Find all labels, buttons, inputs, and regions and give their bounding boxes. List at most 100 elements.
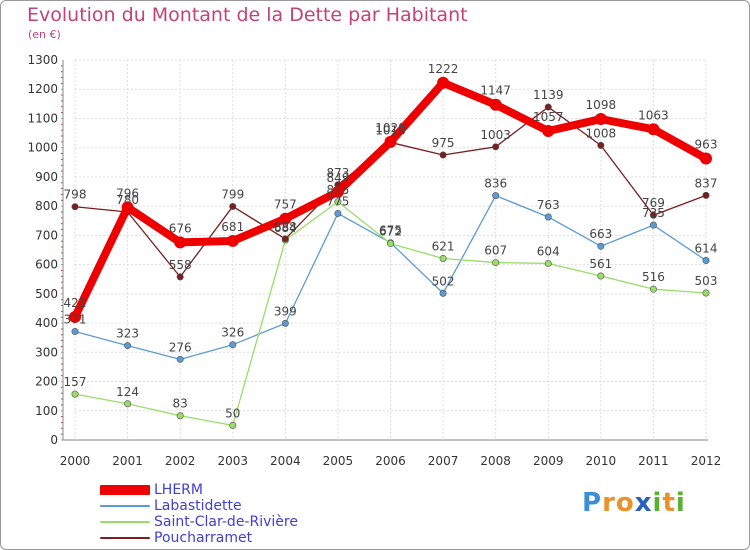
x-tick-label: 2001 [112,454,143,468]
legend-swatch-lherm [100,485,150,495]
data-label-poucharramet: 1139 [533,88,564,102]
legend-swatch-saint-clar-de-riviere [100,521,150,523]
data-point-lherm [331,185,344,198]
data-label-saint-clar-de-riviere: 621 [432,239,455,253]
data-label-labastidette: 675 [379,224,402,238]
data-label-poucharramet: 799 [221,187,244,201]
data-point-saint-clar-de-riviere [334,198,342,206]
x-tick-label: 2012 [691,454,722,468]
y-tick-label: 200 [35,375,58,389]
legend-label-lherm: LHERM [154,482,203,498]
data-label-poucharramet: 975 [432,136,455,150]
data-point-saint-clar-de-riviere [439,254,447,262]
data-point-saint-clar-de-riviere [124,400,132,408]
data-point-labastidette [544,213,552,221]
data-label-labastidette: 371 [64,313,87,327]
data-label-saint-clar-de-riviere: 50 [225,406,240,420]
logo-letter: x [634,488,653,518]
data-label-lherm: 676 [169,221,192,235]
data-point-saint-clar-de-riviere [597,272,605,280]
data-label-saint-clar-de-riviere: 607 [484,244,507,258]
data-label-saint-clar-de-riviere: 83 [173,397,188,411]
data-point-labastidette [334,209,342,217]
x-tick-label: 2002 [165,454,196,468]
data-label-saint-clar-de-riviere: 815 [326,183,349,197]
data-point-poucharramet [492,143,500,151]
data-label-labastidette: 326 [221,326,244,340]
data-point-saint-clar-de-riviere [492,259,500,267]
data-label-labastidette: 614 [695,242,718,256]
data-label-lherm: 1020 [375,121,406,135]
x-tick-label: 2004 [270,454,301,468]
data-label-poucharramet: 780 [116,193,139,207]
x-tick-label: 2011 [638,454,669,468]
x-tick-label: 2008 [480,454,511,468]
y-tick-label: 100 [35,404,58,418]
legend-item-saint-clar-de-riviere: Saint-Clar-de-Rivière [100,514,360,530]
x-tick-label: 2003 [217,454,248,468]
data-label-labastidette: 735 [642,206,665,220]
legend-label-labastidette: Labastidette [154,498,242,514]
x-tick-label: 2010 [586,454,617,468]
y-tick-label: 800 [35,199,58,213]
data-point-poucharramet [597,141,605,149]
data-point-saint-clar-de-riviere [702,289,710,297]
legend-swatch-poucharramet [100,537,150,539]
data-point-saint-clar-de-riviere [71,390,79,398]
legend-swatch-labastidette [100,505,150,507]
chart-title: Evolution du Montant de la Dette par Hab… [27,4,468,26]
data-label-lherm: 849 [326,171,349,185]
proxiti-logo: Proxiti [582,488,686,518]
data-point-lherm [69,310,81,323]
logo-letter: i [675,488,686,518]
y-tick-label: 1100 [27,111,58,125]
data-point-labastidette [649,221,657,229]
y-tick-label: 900 [35,170,58,184]
data-point-poucharramet [439,151,447,159]
data-label-lherm: 1147 [480,84,511,98]
data-label-labastidette: 763 [537,198,560,212]
data-point-lherm [384,135,397,148]
data-label-poucharramet: 1018 [375,123,406,137]
legend-item-poucharramet: Poucharramet [100,530,360,546]
data-point-lherm [226,234,239,247]
data-label-lherm: 796 [116,186,139,200]
data-point-lherm [647,123,660,136]
data-label-labastidette: 502 [432,274,455,288]
logo-letter: i [652,488,663,518]
data-point-labastidette [702,257,710,265]
data-label-poucharramet: 769 [642,196,665,210]
data-point-lherm [594,113,607,126]
data-label-lherm: 963 [695,138,718,152]
data-point-saint-clar-de-riviere [176,412,184,420]
x-tick-label: 2009 [533,454,564,468]
logo-letter: r [602,488,616,518]
data-point-lherm [489,98,502,111]
data-label-saint-clar-de-riviere: 516 [642,270,665,284]
legend-item-labastidette: Labastidette [100,498,360,514]
data-label-labastidette: 663 [589,227,612,241]
y-tick-label: 300 [35,345,58,359]
x-tick-label: 2006 [375,454,406,468]
data-point-poucharramet [702,191,710,199]
data-label-lherm: 757 [274,198,297,212]
data-label-poucharramet: 798 [64,188,87,202]
y-tick-label: 0 [50,433,58,447]
data-point-labastidette [597,242,605,250]
data-point-labastidette [281,319,289,327]
data-point-poucharramet [229,202,237,210]
data-label-saint-clar-de-riviere: 684 [274,221,297,235]
data-point-lherm [542,125,555,138]
data-point-labastidette [229,341,237,349]
data-point-lherm [121,201,134,214]
data-label-poucharramet: 688 [274,220,297,234]
y-tick-label: 600 [35,258,58,272]
x-tick-label: 2000 [60,454,91,468]
data-point-saint-clar-de-riviere [544,259,552,267]
data-point-labastidette [439,289,447,297]
x-tick-label: 2005 [323,454,354,468]
y-tick-label: 500 [35,287,58,301]
data-point-labastidette [71,328,79,336]
data-label-saint-clar-de-riviere: 124 [116,385,139,399]
